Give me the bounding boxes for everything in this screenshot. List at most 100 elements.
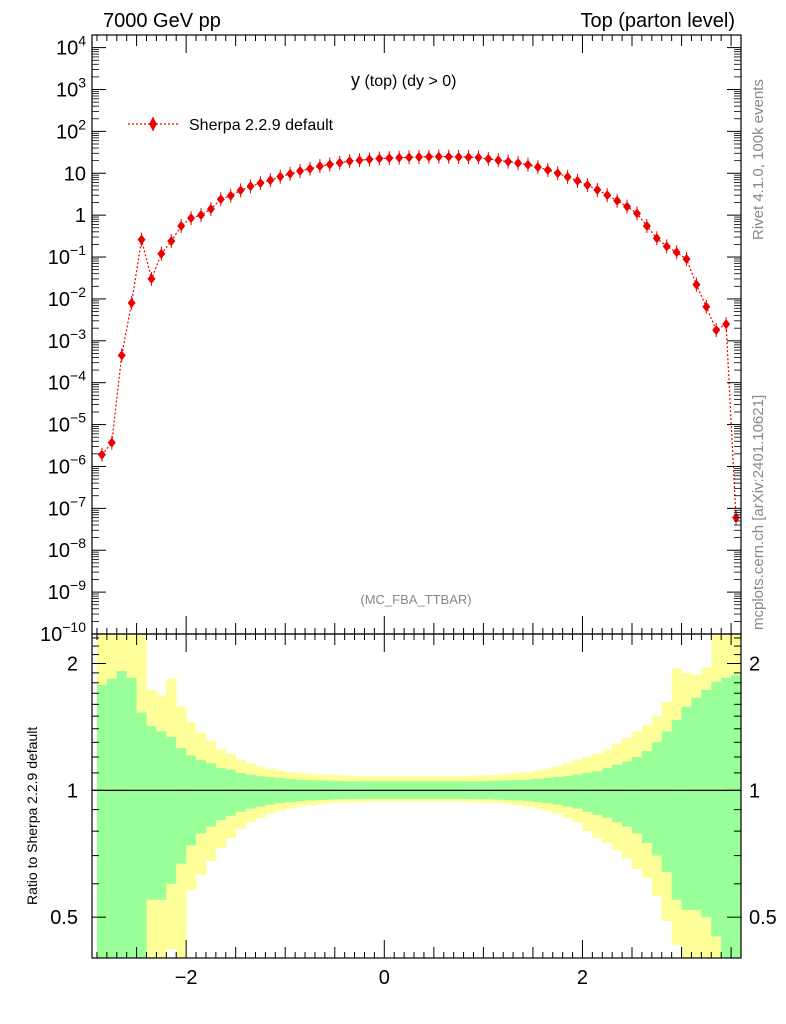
band-inner-bin xyxy=(612,764,623,823)
band-inner-bin xyxy=(592,771,603,815)
data-point xyxy=(127,297,136,308)
data-point xyxy=(454,151,463,162)
data-point xyxy=(484,153,493,164)
data-point xyxy=(385,153,394,164)
band-inner-bin xyxy=(136,712,147,958)
data-point xyxy=(603,190,612,201)
data-point xyxy=(573,175,582,186)
y-tick-label-exponent: −10 xyxy=(62,619,86,635)
data-point xyxy=(514,158,523,169)
legend-diamond-marker xyxy=(149,117,157,131)
y-tick-label-base: 10 xyxy=(56,79,78,101)
band-inner-bin xyxy=(572,774,583,809)
y-tick-label-base: 10 xyxy=(40,624,62,646)
band-inner-bin xyxy=(225,769,237,816)
y-tick-label-base: 10 xyxy=(48,415,70,437)
ratio-bands xyxy=(96,634,742,958)
data-point xyxy=(276,171,285,182)
header-left: 7000 GeV pp xyxy=(103,10,221,32)
data-point xyxy=(523,159,532,170)
band-inner-bin xyxy=(562,776,573,807)
ratio-y-tick-label: 1 xyxy=(67,780,78,802)
data-point xyxy=(375,153,384,164)
y-tick-label-base: 10 xyxy=(48,373,70,395)
data-point xyxy=(702,301,711,312)
y-tick-label-exponent: 3 xyxy=(78,74,86,90)
ratio-y-tick-label: 2 xyxy=(67,654,78,676)
y-tick-label-base: 10 xyxy=(48,289,70,311)
band-inner-bin xyxy=(632,756,643,834)
data-point xyxy=(157,248,166,259)
band-inner-bin xyxy=(641,750,653,843)
y-tick-label: 10 xyxy=(64,163,86,185)
plot-title: y (top) (dy > 0) xyxy=(351,70,456,90)
legend: Sherpa 2.2.9 default xyxy=(128,117,334,134)
data-point xyxy=(246,181,255,192)
band-inner-bin xyxy=(235,772,246,812)
band-inner-bin xyxy=(176,748,187,864)
data-point xyxy=(335,157,344,168)
band-inner-bin xyxy=(116,670,128,958)
y-tick-label-exponent: −4 xyxy=(70,368,86,384)
data-point xyxy=(642,221,651,232)
y-tick-label-exponent: 2 xyxy=(78,116,86,132)
data-point xyxy=(414,151,423,162)
y-tick-label-exponent: −1 xyxy=(70,242,86,258)
band-inner-bin xyxy=(691,697,702,910)
data-point xyxy=(444,151,453,162)
data-point xyxy=(216,194,225,205)
data-point xyxy=(405,152,414,163)
y-tick-label-exponent: −3 xyxy=(70,326,86,342)
data-point xyxy=(325,159,334,170)
band-inner-bin xyxy=(215,767,227,821)
axes: 10410310210110−110−210−310−410−510−610−7… xyxy=(40,33,777,989)
band-inner-bin xyxy=(205,763,217,827)
data-point xyxy=(315,161,324,172)
y-tick-label-base: 10 xyxy=(48,498,70,520)
data-point xyxy=(672,247,681,258)
analysis-tag: (MC_FBA_TTBAR) xyxy=(360,592,471,607)
series-line xyxy=(101,155,737,518)
data-point xyxy=(613,195,622,206)
legend-entry-label: Sherpa 2.2.9 default xyxy=(189,117,334,134)
y-tick-label-base: 10 xyxy=(48,456,70,478)
y-tick-label: 102 xyxy=(56,116,86,143)
data-point xyxy=(434,151,443,162)
band-inner-bin xyxy=(126,677,137,958)
y-tick-label: 103 xyxy=(56,74,86,101)
band-inner-bin xyxy=(681,706,692,910)
x-tick-label: −2 xyxy=(175,967,198,989)
data-point xyxy=(206,204,215,215)
y-tick-label-base: 10 xyxy=(56,121,78,143)
y-tick-label-base: 10 xyxy=(48,582,70,604)
y-tick-label: 10−1 xyxy=(48,242,86,269)
data-point xyxy=(296,166,305,177)
ratio-y-tick-label-right: 2 xyxy=(749,654,760,676)
data-point xyxy=(395,152,404,163)
y-tick-label-base: 10 xyxy=(56,38,78,60)
data-point xyxy=(365,154,374,165)
data-point xyxy=(355,155,364,166)
band-inner-bin xyxy=(146,726,157,900)
data-point xyxy=(563,171,572,182)
band-inner-bin xyxy=(651,742,663,856)
y-tick-label-base: 10 xyxy=(48,331,70,353)
band-inner-bin xyxy=(622,761,633,827)
y-tick-label-exponent: −2 xyxy=(70,284,86,300)
data-point xyxy=(632,208,641,219)
y-tick-label: 10−2 xyxy=(48,284,86,311)
band-inner-bin xyxy=(602,767,613,818)
y-tick-label-exponent: −5 xyxy=(70,410,86,426)
band-inner-bin xyxy=(96,684,108,958)
y-tick-label: 10−6 xyxy=(48,451,86,478)
y-tick-label: 1 xyxy=(75,205,86,227)
band-inner-bin xyxy=(701,690,712,918)
ratio-y-tick-label-right: 0.5 xyxy=(749,907,777,929)
ratio-y-label: Ratio to Sherpa 2.2.9 default xyxy=(24,727,40,905)
band-inner-bin xyxy=(245,774,256,809)
band-inner-bin xyxy=(196,760,207,834)
data-point xyxy=(137,234,146,245)
data-point xyxy=(682,253,691,264)
x-tick-label: 0 xyxy=(379,967,390,989)
